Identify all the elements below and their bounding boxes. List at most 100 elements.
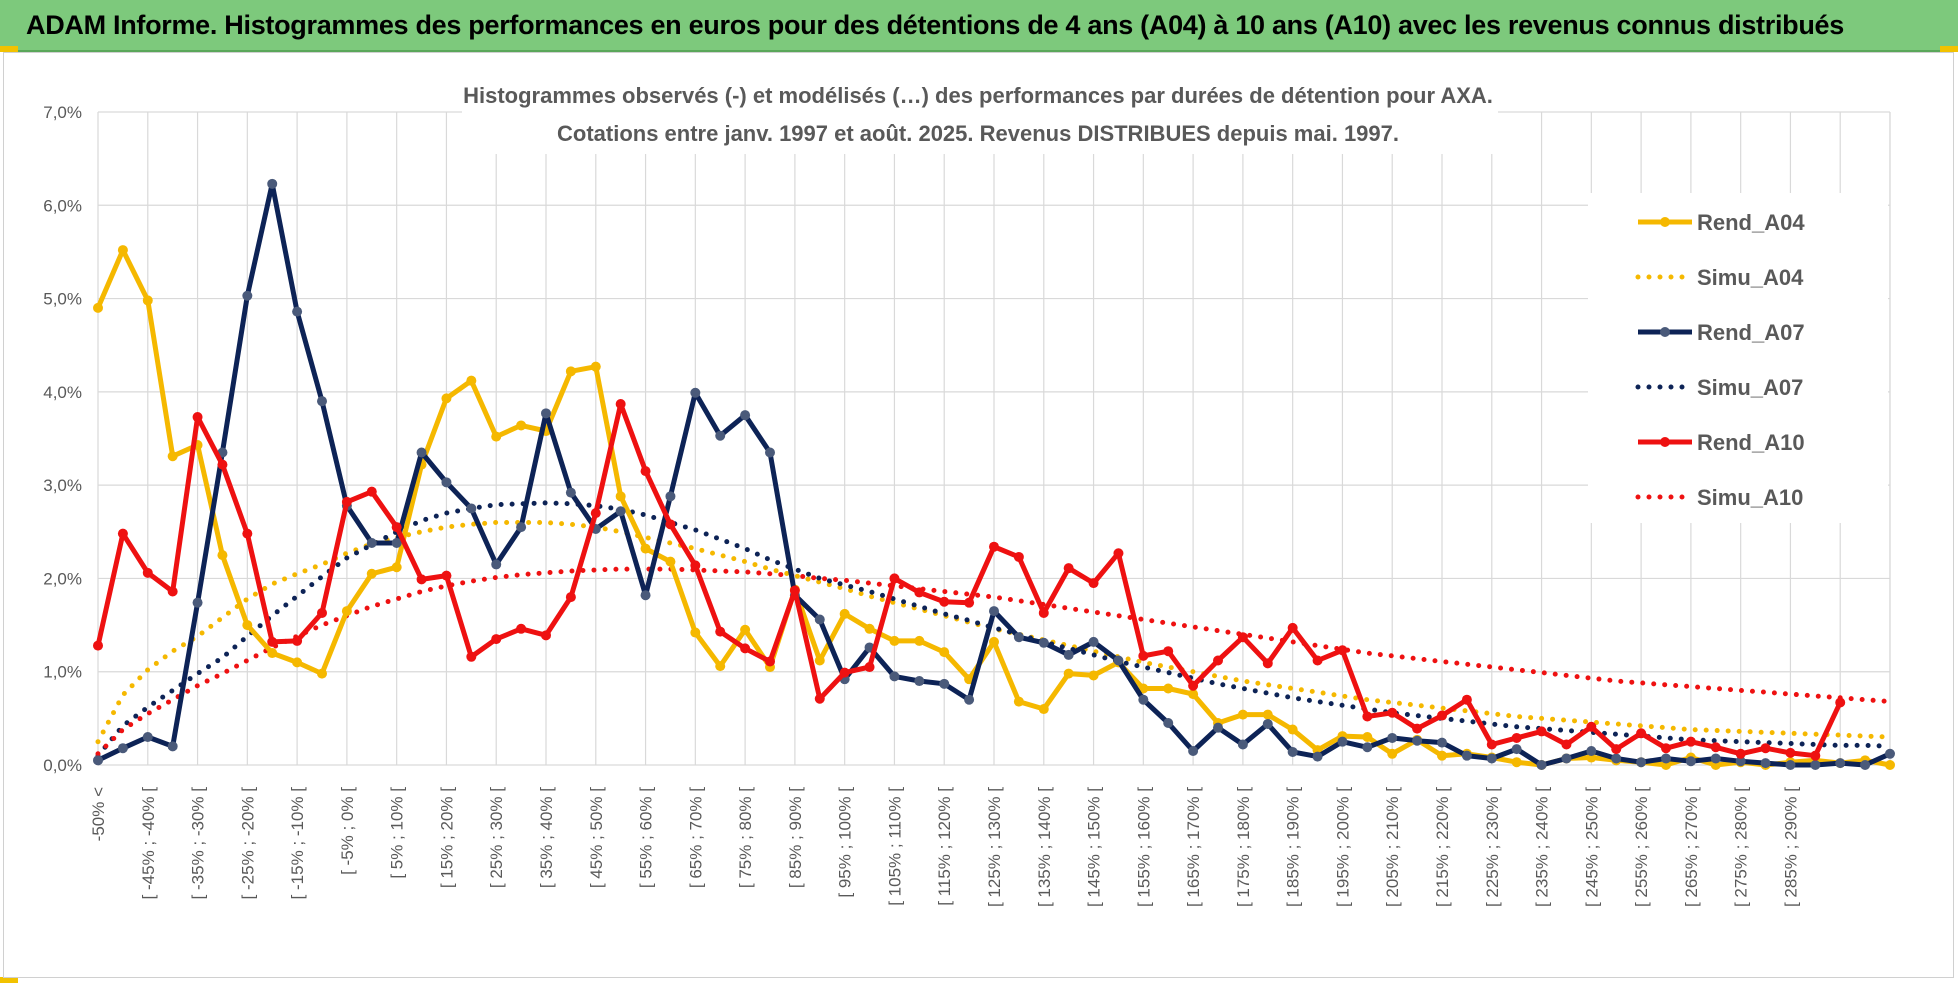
- data-point-rend_a07: [441, 477, 452, 488]
- data-point-rend_a07: [1486, 753, 1497, 764]
- data-point-rend_a07: [1088, 636, 1099, 647]
- data-point-rend_a07: [1213, 722, 1223, 733]
- data-point-rend_a10: [989, 541, 999, 552]
- data-point-rend_a10: [1362, 711, 1373, 722]
- data-point-rend_a10: [167, 586, 178, 597]
- data-point-rend_a07: [516, 522, 527, 533]
- chart-title: Histogrammes observés (-) et modélisés (…: [463, 83, 1493, 108]
- data-point-rend_a04: [715, 661, 726, 672]
- data-point-rend_a07: [1461, 750, 1472, 761]
- data-point-rend_a04: [1237, 709, 1248, 720]
- data-point-rend_a04: [93, 302, 103, 313]
- x-tick-label: [ 55% ; 60% [: [637, 787, 656, 888]
- data-point-rend_a07: [242, 290, 253, 301]
- data-point-rend_a07: [889, 671, 900, 682]
- data-point-rend_a07: [1685, 756, 1696, 767]
- x-tick-label: [ 115% ; 120% [: [935, 787, 954, 906]
- x-tick-label: [ -45% ; -40% [: [139, 787, 158, 900]
- data-point-rend_a07: [391, 537, 402, 548]
- data-point-rend_a10: [690, 560, 701, 571]
- data-point-rend_a10: [267, 636, 278, 647]
- chart-frame: [3, 52, 1954, 978]
- data-point-rend_a04: [814, 655, 825, 666]
- x-tick-label: [ 255% ; 260% [: [1632, 787, 1651, 907]
- x-tick-label: [ 15% ; 20% [: [437, 787, 456, 888]
- data-point-rend_a04: [1437, 750, 1447, 761]
- data-point-rend_a10: [466, 651, 477, 662]
- data-point-rend_a10: [889, 573, 900, 584]
- data-point-rend_a04: [1387, 748, 1398, 759]
- series-line-simu_a10: [95, 566, 1893, 757]
- data-point-rend_a07: [1113, 655, 1124, 666]
- y-tick-label: 2,0%: [43, 569, 82, 588]
- x-tick-label: [ 135% ; 140% [: [1035, 787, 1054, 907]
- data-point-rend_a07: [1063, 649, 1074, 660]
- y-tick-label: 3,0%: [43, 476, 82, 495]
- x-tick-label: [ 165% ; 170% [: [1184, 787, 1203, 907]
- data-point-rend_a10: [789, 585, 800, 596]
- data-point-rend_a10: [1213, 655, 1223, 666]
- data-point-rend_a07: [565, 487, 576, 498]
- legend-marker-rend_a07: [1660, 327, 1670, 337]
- data-point-rend_a07: [1561, 753, 1572, 764]
- data-point-rend_a04: [1063, 668, 1074, 679]
- x-tick-label: [ -15% ; -10% [: [288, 787, 307, 900]
- data-point-rend_a04: [117, 245, 128, 256]
- data-point-rend_a10: [1536, 726, 1547, 737]
- data-point-rend_a04: [1511, 757, 1522, 768]
- data-point-rend_a10: [1486, 739, 1497, 750]
- legend-marker-rend_a04: [1660, 217, 1670, 227]
- data-point-rend_a07: [1412, 735, 1423, 746]
- data-point-rend_a10: [1063, 563, 1074, 574]
- data-point-rend_a10: [1661, 743, 1671, 754]
- data-point-rend_a10: [740, 643, 751, 654]
- data-point-rend_a10: [1835, 697, 1846, 708]
- title-background: [462, 76, 1498, 154]
- legend-label-simu_a07: Simu_A07: [1697, 375, 1803, 400]
- data-point-rend_a10: [1337, 645, 1348, 656]
- data-point-rend_a10: [1710, 742, 1721, 753]
- data-point-rend_a10: [1511, 732, 1522, 743]
- data-point-rend_a07: [541, 408, 551, 419]
- data-point-rend_a04: [665, 556, 676, 567]
- data-point-rend_a07: [765, 447, 775, 458]
- data-point-rend_a10: [1237, 632, 1248, 643]
- y-tick-label: 0,0%: [43, 756, 82, 775]
- data-point-rend_a10: [391, 522, 402, 533]
- data-point-rend_a04: [217, 550, 228, 561]
- data-point-rend_a04: [317, 668, 327, 679]
- data-point-rend_a07: [267, 178, 278, 189]
- legend-label-simu_a10: Simu_A10: [1697, 485, 1803, 510]
- data-point-rend_a10: [292, 635, 303, 646]
- data-point-rend_a07: [1760, 758, 1771, 769]
- data-point-rend_a10: [939, 596, 950, 607]
- legend-label-rend_a04: Rend_A04: [1697, 210, 1805, 235]
- data-point-rend_a10: [1387, 707, 1398, 718]
- data-point-rend_a10: [914, 587, 925, 598]
- data-point-rend_a07: [615, 506, 626, 517]
- data-point-rend_a10: [565, 592, 576, 603]
- data-point-rend_a04: [1013, 696, 1024, 707]
- data-point-rend_a07: [466, 503, 477, 514]
- data-point-rend_a07: [814, 614, 825, 625]
- data-point-rend_a04: [864, 623, 875, 634]
- data-point-rend_a10: [242, 528, 253, 539]
- data-point-rend_a07: [1038, 637, 1049, 648]
- data-point-rend_a04: [267, 648, 278, 659]
- data-point-rend_a10: [117, 528, 128, 539]
- data-point-rend_a10: [1437, 710, 1447, 721]
- x-tick-label: [ 185% ; 190% [: [1284, 787, 1303, 907]
- data-point-rend_a10: [1760, 743, 1771, 754]
- data-point-rend_a07: [1735, 756, 1746, 767]
- data-point-rend_a04: [142, 295, 153, 306]
- x-tick-label: [ 95% ; 100% [: [836, 787, 855, 898]
- data-point-rend_a07: [715, 430, 726, 441]
- x-tick-label: [ 175% ; 180% [: [1234, 787, 1253, 907]
- data-point-rend_a07: [1636, 757, 1647, 768]
- data-point-rend_a07: [1337, 736, 1348, 747]
- x-tick-label: [ 265% ; 270% [: [1682, 787, 1701, 907]
- data-point-rend_a07: [740, 410, 751, 421]
- x-tick-label: [ 195% ; 200% [: [1333, 787, 1352, 907]
- x-tick-label: [ -5% ; 0% [: [338, 787, 357, 875]
